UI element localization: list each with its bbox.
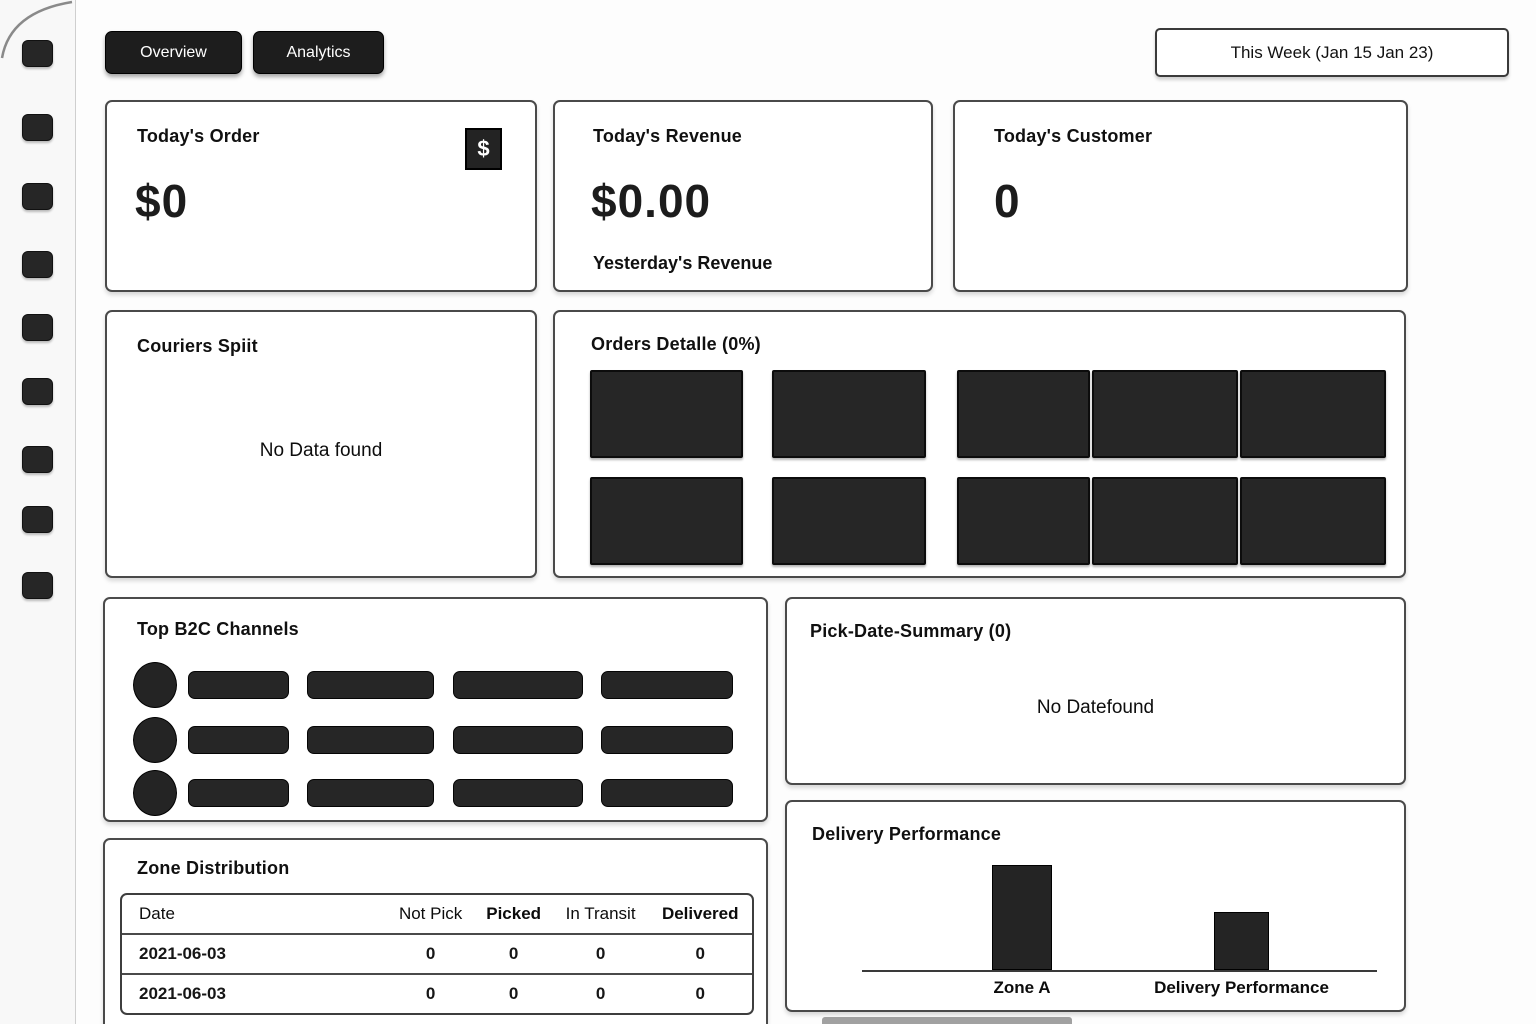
todays-revenue-title: Today's Revenue <box>593 126 742 146</box>
todays-revenue-card: Today's Revenue $0.00 Yesterday's Revenu… <box>553 100 933 292</box>
top-b2c-title: Top B2C Channels <box>137 619 299 639</box>
delivery-performance-title: Delivery Performance <box>812 824 1002 844</box>
sidebar-icon-3[interactable] <box>22 183 53 210</box>
todays-customer-card: Today's Customer 0 <box>953 100 1408 292</box>
channel-bar-placeholder <box>601 726 733 754</box>
pick-date-empty-state: No Datefound <box>1036 697 1155 718</box>
sidebar-icon-9[interactable] <box>22 572 53 599</box>
todays-customer-value: 0 <box>994 175 1021 227</box>
yesterdays-revenue-label: Yesterday's Revenue <box>593 253 773 273</box>
zone-column-header: In Transit <box>565 904 636 923</box>
table-cell: 0 <box>425 944 436 963</box>
table-cell: 0 <box>695 984 705 1003</box>
tab-overview[interactable]: Overview <box>105 31 242 74</box>
sidebar-icon-1[interactable] <box>22 40 53 67</box>
chart-x-axis <box>862 970 1377 972</box>
sidebar-icon-6[interactable] <box>22 378 53 405</box>
order-block-placeholder <box>590 477 743 565</box>
channel-bar-placeholder <box>188 671 289 699</box>
table-row: 2021-06-03 0 0 0 0 <box>122 934 752 974</box>
zone-table-body: 2021-06-03 0 0 0 0 2021-06-03 0 0 0 0 <box>122 934 752 1013</box>
orders-detail-title: Orders Detalle (0%) <box>591 334 761 354</box>
chart-bar <box>1214 912 1269 970</box>
delivery-performance-card: Delivery Performance Zone A Delivery Perf… <box>785 800 1406 1012</box>
channel-bar-placeholder <box>453 779 583 807</box>
zone-column-header: Picked <box>486 904 542 923</box>
channel-avatar-placeholder <box>133 662 177 708</box>
channel-bar-placeholder <box>453 726 583 754</box>
channel-avatar-placeholder <box>133 717 177 763</box>
sidebar-icon-7[interactable] <box>22 446 53 473</box>
table-cell: 0 <box>595 944 606 963</box>
todays-customer-title: Today's Customer <box>994 126 1153 146</box>
todays-order-card: Today's Order $ $0 <box>105 100 537 292</box>
orders-detail-card: Orders Detalle (0%) <box>553 310 1406 578</box>
channel-bar-placeholder <box>601 779 733 807</box>
table-row: 2021-06-03 0 0 0 0 <box>122 974 752 1013</box>
couriers-split-card: Couriers Spiit No Data found <box>105 310 537 578</box>
zone-distribution-table: Date Not Pick Picked In Transit Delivered 20… <box>120 893 754 1015</box>
todays-order-value: $0 <box>135 175 189 227</box>
todays-order-title: Today's Order <box>137 126 260 146</box>
couriers-split-title: Couriers Spiit <box>137 336 258 356</box>
sidebar <box>0 0 76 1024</box>
channel-bar-placeholder <box>307 671 434 699</box>
order-block-placeholder <box>772 477 926 565</box>
table-cell: 0 <box>508 944 519 963</box>
chart-category-label: Delivery Performance <box>1154 978 1329 997</box>
pick-date-summary-title: Pick-Date-Summary (0) <box>810 621 1012 641</box>
table-cell: 0 <box>425 984 436 1003</box>
dollar-icon: $ <box>465 128 502 170</box>
date-range-button[interactable]: This Week (Jan 15 Jan 23) <box>1155 28 1509 77</box>
couriers-empty-state: No Data found <box>259 440 383 461</box>
channel-bar-placeholder <box>307 726 434 754</box>
tab-analytics[interactable]: Analytics <box>253 31 384 74</box>
channel-avatar-placeholder <box>133 770 177 816</box>
chart-bar <box>992 865 1052 970</box>
table-cell: 2021-06-03 <box>139 944 226 963</box>
zone-column-header: Date <box>139 904 175 923</box>
zone-distribution-card: Zone Distribution Date Not Pick Picked In T… <box>103 838 768 1024</box>
sidebar-icon-4[interactable] <box>22 251 53 278</box>
channel-bar-placeholder <box>307 779 434 807</box>
chart-category-label: Zone A <box>993 978 1051 997</box>
corner-curl-decoration <box>0 0 73 59</box>
sidebar-icon-2[interactable] <box>22 114 53 141</box>
order-block-placeholder <box>1240 477 1386 565</box>
table-cell: 0 <box>508 984 519 1003</box>
zone-table-header: Date Not Pick Picked In Transit Delivered <box>122 895 752 934</box>
todays-revenue-value: $0.00 <box>591 175 712 227</box>
table-cell: 0 <box>695 944 705 963</box>
channel-bar-placeholder <box>188 779 289 807</box>
channel-bar-placeholder <box>188 726 289 754</box>
cutoff-element <box>822 1017 1072 1024</box>
order-block-placeholder <box>1240 370 1386 458</box>
top-b2c-channels-card: Top B2C Channels <box>103 597 768 822</box>
zone-column-header: Delivered <box>661 904 739 923</box>
order-block-placeholder <box>957 477 1090 565</box>
table-cell: 0 <box>595 984 606 1003</box>
order-block-placeholder <box>1092 370 1238 458</box>
order-block-placeholder <box>957 370 1090 458</box>
zone-column-header: Not Pick <box>398 904 463 923</box>
sidebar-icon-5[interactable] <box>22 314 53 341</box>
channel-bar-placeholder <box>453 671 583 699</box>
channel-bar-placeholder <box>601 671 733 699</box>
pick-date-summary-card: Pick-Date-Summary (0) No Datefound <box>785 597 1406 785</box>
sidebar-icon-8[interactable] <box>22 506 53 533</box>
zone-distribution-title: Zone Distribution <box>137 858 290 878</box>
order-block-placeholder <box>590 370 743 458</box>
order-block-placeholder <box>1092 477 1238 565</box>
table-cell: 2021-06-03 <box>139 984 226 1003</box>
delivery-performance-chart: Zone A Delivery Performance <box>787 802 1404 1010</box>
order-block-placeholder <box>772 370 926 458</box>
